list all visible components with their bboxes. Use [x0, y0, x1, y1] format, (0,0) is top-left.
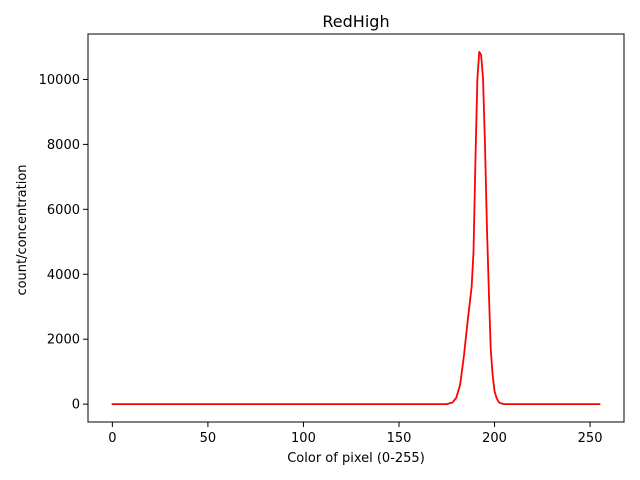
series-line-0 — [111, 50, 601, 406]
y-axis: 0 2000 4000 6000 8000 10000 — [39, 73, 88, 413]
y-tick-label: 4000 — [47, 268, 80, 283]
y-tick-label: 8000 — [47, 138, 80, 153]
y-tick-label: 0 — [72, 398, 80, 413]
y-axis-label: count/concentration — [15, 164, 30, 295]
x-axis-label: Color of pixel (0-255) — [287, 451, 425, 466]
y-tick-label: 10000 — [39, 73, 80, 88]
x-tick-label: 0 — [108, 431, 116, 446]
axes-frame — [87, 33, 625, 423]
x-tick-label: 200 — [482, 431, 507, 446]
x-tick-label: 250 — [578, 431, 603, 446]
chart-title: RedHigh — [322, 12, 389, 31]
x-tick-label: 100 — [291, 431, 316, 446]
y-tick-label: 6000 — [47, 203, 80, 218]
x-tick-label: 150 — [387, 431, 412, 446]
plot-area — [111, 50, 601, 406]
y-tick-label: 2000 — [47, 333, 80, 348]
x-axis: 0 50 100 150 200 250 — [108, 422, 602, 446]
x-tick-label: 50 — [200, 431, 217, 446]
